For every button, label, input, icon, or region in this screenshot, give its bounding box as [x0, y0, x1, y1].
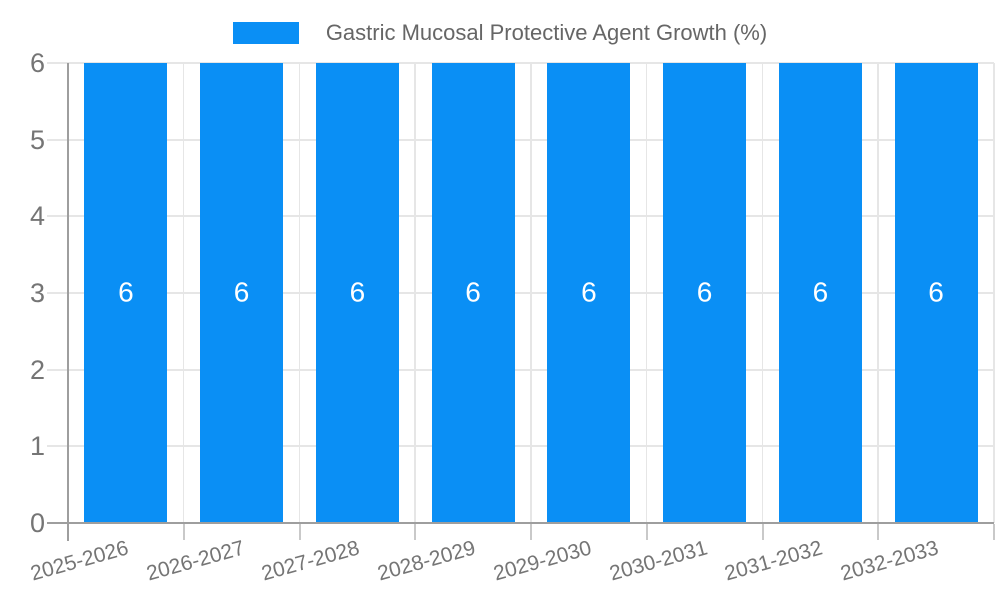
gridline-v: [877, 63, 879, 523]
x-tick: [182, 524, 185, 540]
bar[interactable]: 6: [894, 63, 978, 523]
gridline-h: [47, 445, 994, 448]
gridline-v: [993, 63, 995, 523]
gridline-v: [761, 63, 763, 523]
bar-value-label: 6: [812, 276, 829, 308]
bar-value-label: 6: [696, 276, 713, 308]
x-tick: [877, 524, 880, 540]
x-tick: [530, 524, 532, 540]
bar[interactable]: 6: [200, 63, 284, 523]
bar[interactable]: 6: [431, 63, 515, 523]
bar[interactable]: 6: [547, 63, 631, 523]
x-tick: [298, 524, 301, 540]
bar[interactable]: 6: [663, 63, 747, 523]
x-tick: [414, 524, 417, 540]
gridline-v: [298, 63, 300, 523]
gridline-h: [47, 138, 994, 141]
bar[interactable]: 6: [84, 63, 168, 523]
bar[interactable]: 6: [315, 63, 399, 523]
gridline-v: [645, 63, 648, 523]
gridline-v: [414, 63, 416, 523]
x-tick: [645, 524, 648, 540]
y-tick-label: 2: [29, 354, 45, 385]
x-axis-line: [47, 522, 994, 524]
bar-value-label: 6: [233, 276, 250, 308]
plot-area: 6 6 6 6 6 6 6 6: [47, 62, 995, 541]
bar-value-label: 6: [349, 276, 366, 308]
y-tick-label: 1: [29, 431, 45, 462]
bar-value-label: 6: [118, 276, 134, 308]
bar-value-label: 6: [928, 276, 944, 308]
x-tick: [761, 524, 764, 540]
gridline-h: [47, 292, 994, 294]
gridline-h: [47, 215, 994, 218]
y-tick-label: 5: [29, 124, 45, 155]
bar[interactable]: 6: [778, 63, 862, 523]
legend-label: Gastric Mucosal Protective Agent Growth …: [325, 20, 768, 45]
y-tick-label: 6: [29, 48, 45, 78]
legend: Gastric Mucosal Protective Agent Growth …: [0, 20, 1000, 46]
y-tick-label: 4: [29, 201, 45, 232]
gridline-v: [530, 63, 532, 523]
gridline-h: [47, 368, 994, 371]
bar-value-label: 6: [581, 276, 597, 308]
y-axis-line: [67, 63, 69, 541]
gridline-h: [47, 62, 994, 64]
bar-value-label: 6: [465, 276, 481, 308]
gridline-v: [182, 63, 185, 523]
x-tick: [993, 524, 995, 540]
legend-swatch: [232, 22, 299, 44]
y-tick-label: 0: [29, 508, 45, 538]
x-tick: [67, 524, 69, 540]
y-tick-label: 3: [29, 278, 45, 308]
